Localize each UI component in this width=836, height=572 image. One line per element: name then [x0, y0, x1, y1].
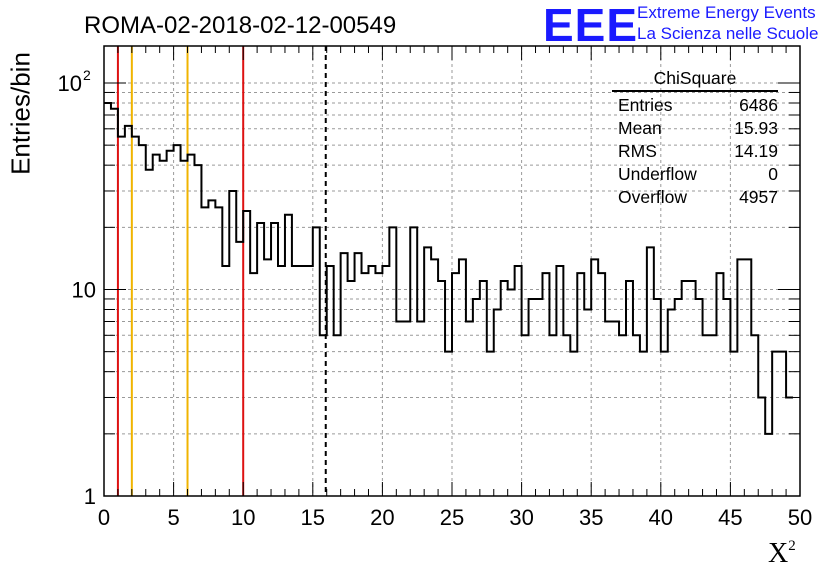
- x-tick-label-50: 50: [788, 505, 812, 530]
- x-tick-label-20: 20: [370, 505, 394, 530]
- x-tick-label-35: 35: [579, 505, 603, 530]
- logo-line-2: La Scienza nelle Scuole: [637, 24, 819, 43]
- y-axis-label: Entries/bin: [5, 52, 36, 175]
- x-tick-label-40: 40: [649, 505, 673, 530]
- y-tick-label-1: 1: [84, 484, 96, 509]
- x-axis-label: X2: [768, 537, 796, 569]
- stats-row-underflow: Underflow 0: [618, 164, 778, 184]
- stats-title: ChiSquare: [612, 68, 778, 92]
- stats-row-mean: Mean 15.93: [618, 118, 778, 138]
- stats-box: ChiSquare Entries 6486 Mean 15.93 RMS 14.19…: [612, 68, 778, 209]
- chart-title: ROMA-02-2018-02-12-00549: [84, 12, 397, 39]
- stats-row-rms: RMS 14.19: [618, 141, 778, 161]
- eee-logo: EEE: [543, 0, 639, 51]
- histogram-series: [104, 102, 794, 435]
- x-tick-label-25: 25: [440, 505, 464, 530]
- x-tick-label-10: 10: [231, 505, 255, 530]
- y-tick-label-10: 10: [72, 278, 96, 303]
- y-tick-label-100: 10: [58, 71, 82, 96]
- x-tick-label-30: 30: [509, 505, 533, 530]
- y-tick-label-100-exponent: 2: [83, 67, 91, 83]
- logo-line-1: Extreme Energy Events: [637, 3, 816, 22]
- x-tick-label-0: 0: [98, 505, 110, 530]
- stats-row-entries: Entries 6486: [618, 95, 778, 115]
- x-tick-label-45: 45: [718, 505, 742, 530]
- x-tick-label-5: 5: [167, 505, 179, 530]
- stats-row-overflow: Overflow 4957: [618, 187, 778, 207]
- x-tick-label-15: 15: [301, 505, 325, 530]
